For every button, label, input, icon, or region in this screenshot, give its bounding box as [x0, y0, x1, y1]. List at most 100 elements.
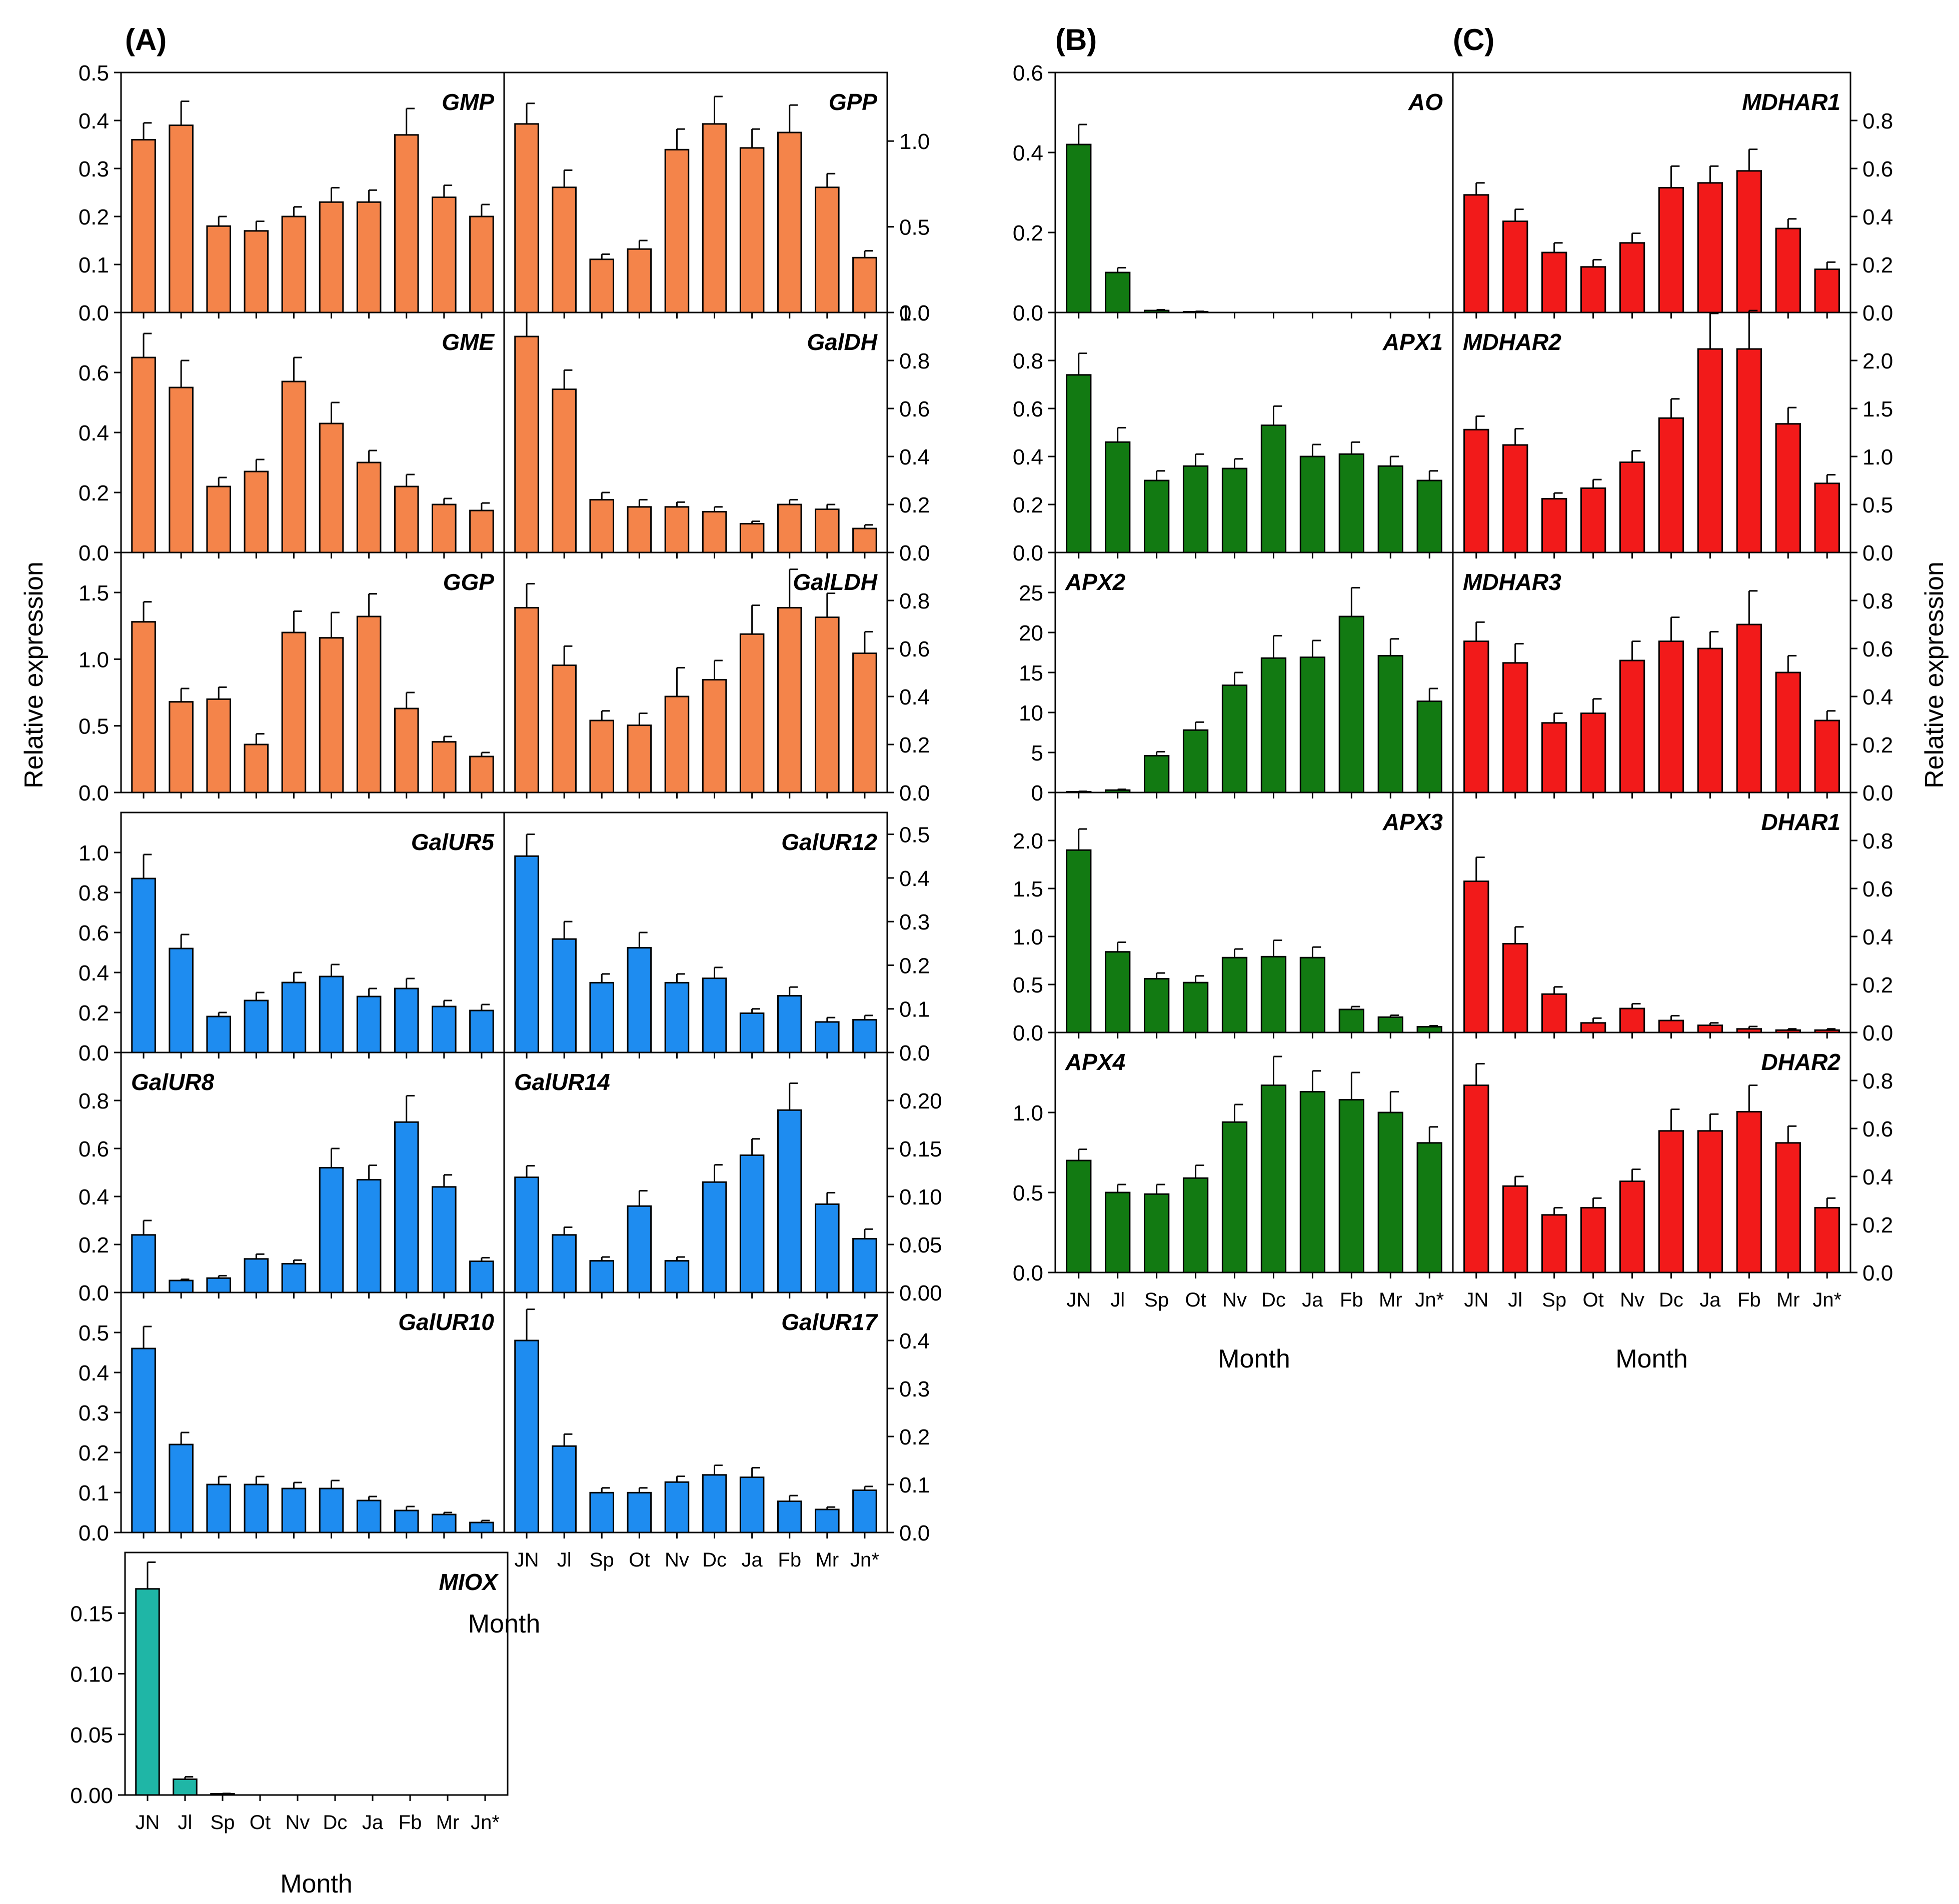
ytick-label-apx3: 1.0	[1013, 925, 1043, 950]
bar-galdh	[702, 510, 727, 554]
bar-dhar2	[1736, 1110, 1762, 1274]
bar-apx3	[1066, 849, 1092, 1034]
bar-ggp	[319, 637, 344, 794]
ytick-label-apx4: 0.0	[1013, 1261, 1043, 1286]
month-label-mr: Mr	[436, 1812, 460, 1834]
bar-galur8	[356, 1178, 382, 1294]
bar-mdhar1	[1541, 252, 1567, 314]
bar-galur8	[169, 1280, 194, 1294]
month-label-ja: Ja	[1302, 1289, 1323, 1311]
ylabel-left: Relative expression	[20, 562, 49, 788]
ytick-label-galldh: 0.2	[899, 733, 930, 758]
bar-galur17	[852, 1490, 877, 1534]
bar-galur10	[432, 1514, 457, 1534]
bar-apx3	[1221, 956, 1248, 1034]
month-label-fb: Fb	[399, 1812, 422, 1834]
bar-apx4	[1416, 1142, 1442, 1274]
ytick-label-galur12: 0.1	[899, 998, 930, 1022]
gene-label-galldh: GalLDH	[793, 569, 877, 595]
bar-galldh	[664, 696, 690, 794]
bar-ggp	[244, 744, 269, 794]
bar-mdhar3	[1502, 662, 1528, 794]
xlabel-month: Month	[280, 1870, 353, 1898]
ytick-label-galur10: 0.4	[79, 1361, 109, 1386]
ytick-label-galur12: 0.5	[899, 823, 930, 848]
ytick-label-galur14: 0.10	[899, 1185, 942, 1210]
bar-apx2	[1143, 754, 1170, 794]
ytick-label-apx2: 0	[1031, 781, 1043, 806]
ytick-label-dhar2: 0.0	[1862, 1261, 1893, 1286]
bar-dhar2	[1814, 1206, 1840, 1274]
bar-galur17	[815, 1508, 840, 1534]
bar-apx3	[1416, 1026, 1442, 1034]
panel-label-a: (A)	[125, 23, 167, 56]
month-label-jn: JN	[1464, 1289, 1488, 1311]
ytick-label-dhar1: 0.2	[1862, 973, 1893, 998]
bar-gmp	[319, 201, 344, 314]
bar-mdhar2	[1697, 348, 1723, 554]
bar-gmp	[281, 216, 307, 314]
bar-galldh	[852, 652, 877, 794]
bar-apx2	[1377, 654, 1403, 794]
bar-apx1	[1221, 468, 1248, 554]
xlabel-month: Month	[468, 1610, 541, 1638]
bar-galur5	[356, 996, 382, 1054]
bar-mdhar3	[1619, 660, 1645, 794]
ytick-label-galur14: 0.00	[899, 1281, 942, 1306]
bar-mdhar1	[1463, 194, 1489, 314]
month-label-dc: Dc	[1261, 1289, 1286, 1311]
bar-galur5	[244, 1000, 269, 1054]
ytick-label-mdhar2: 0.0	[1862, 541, 1893, 566]
ytick-label-galur8: 0.6	[79, 1137, 109, 1162]
month-label-jn-star: Jn*	[1415, 1289, 1444, 1311]
ytick-label-ggp: 1.0	[79, 648, 109, 672]
bar-ggp	[432, 741, 457, 794]
ytick-label-gpp: 1.0	[899, 130, 930, 154]
bar-mdhar3	[1580, 712, 1606, 794]
ytick-label-ggp: 0.5	[79, 714, 109, 739]
bar-galur12	[739, 1012, 765, 1054]
month-label-ja: Ja	[362, 1812, 384, 1834]
ytick-label-apx1: 0.8	[1013, 349, 1043, 374]
bar-galur12	[702, 978, 727, 1054]
bar-apx1	[1299, 456, 1326, 554]
bar-gmp	[432, 196, 457, 314]
bar-galur5	[394, 988, 419, 1054]
bar-mdhar1	[1502, 220, 1528, 314]
ytick-label-miox: 0.10	[70, 1662, 113, 1687]
bar-apx1	[1260, 424, 1287, 554]
ytick-label-mdhar2: 1.0	[1862, 445, 1893, 470]
ytick-label-mdhar1: 0.4	[1862, 205, 1893, 230]
bar-dhar1	[1541, 993, 1567, 1034]
ytick-label-gpp: 0.0	[899, 301, 930, 326]
bar-galdh	[514, 336, 539, 554]
bar-mdhar2	[1814, 482, 1840, 554]
ytick-label-galur5: 0.4	[79, 961, 109, 986]
ytick-label-mdhar3: 0.2	[1862, 733, 1893, 758]
ytick-label-apx2: 20	[1019, 621, 1043, 646]
ytick-label-galur10: 0.5	[79, 1321, 109, 1346]
bar-gmp	[169, 124, 194, 314]
ytick-label-galur12: 0.2	[899, 954, 930, 978]
month-label-jn: JN	[136, 1812, 160, 1834]
bar-dhar2	[1697, 1130, 1723, 1274]
bar-galur8	[432, 1186, 457, 1294]
ytick-label-mdhar2: 0.5	[1862, 493, 1893, 518]
month-label-jn-star: Jn*	[471, 1812, 500, 1834]
bar-apx3	[1299, 956, 1326, 1034]
ytick-label-galur8: 0.8	[79, 1089, 109, 1114]
bar-apx2	[1338, 616, 1365, 794]
bar-mdhar1	[1775, 228, 1801, 314]
bar-mdhar3	[1775, 672, 1801, 794]
bar-galur5	[206, 1016, 232, 1054]
bar-dhar1	[1463, 880, 1489, 1034]
bar-galur17	[777, 1500, 802, 1534]
ylabel-right: Relative expression	[1920, 562, 1949, 788]
bar-galur14	[664, 1260, 690, 1294]
bar-galur8	[244, 1258, 269, 1294]
bar-galdh	[627, 506, 652, 554]
bar-galur14	[777, 1109, 802, 1294]
bar-galdh	[589, 498, 615, 554]
ytick-label-apx4: 0.5	[1013, 1181, 1043, 1206]
ytick-label-mdhar2: 2.0	[1862, 349, 1893, 374]
